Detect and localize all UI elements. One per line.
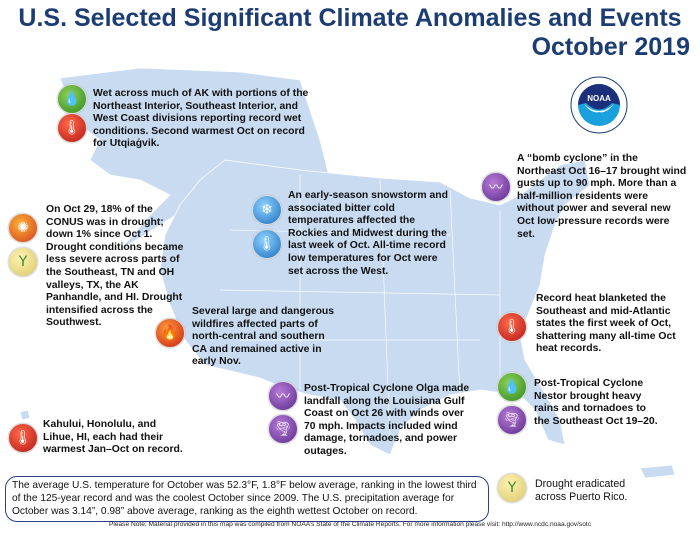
warm-icon: 🌡 (57, 113, 87, 143)
event-hawaii: Kahului, Honolulu, and Lihue, HI, each h… (43, 419, 183, 456)
storm-icon: 〰 (481, 172, 511, 202)
event-drought: On Oct 29, 18% of the CONUS was in droug… (46, 204, 184, 329)
noaa-logo: NOAA (570, 76, 628, 134)
event-alaska: Wet across much of AK with portions of t… (93, 88, 309, 150)
warm-icon: 🌡 (497, 312, 527, 342)
summary-box: The average U.S. temperature for October… (5, 476, 489, 522)
event-wildfires: Several large and dangerous wildfires af… (192, 306, 335, 368)
cold-icon: 🌡 (252, 229, 282, 259)
event-bomb-cyclone: A “bomb cyclone” in the Northeast Oct 16… (517, 153, 687, 240)
page-subtitle: October 2019 (531, 33, 690, 61)
wet-icon: 💧 (497, 372, 527, 402)
hawaii-shape (19, 409, 31, 421)
event-record-heat: Record heat blanketed the Southeast and … (536, 293, 676, 355)
drought-icon: ✺ (8, 213, 38, 243)
drought-improvement-icon: Y (497, 473, 527, 503)
storm-icon: 〰 (268, 381, 298, 411)
event-olga: Post-Tropical Cyclone Olga made landfall… (304, 383, 470, 457)
event-puerto-rico: Drought eradicated across Puerto Rico. (535, 478, 628, 503)
tornado-icon: 🌪 (268, 414, 298, 444)
snowflake-icon: ❄ (252, 195, 282, 225)
tornado-icon: 🌪 (497, 405, 527, 435)
page-title: U.S. Selected Significant Climate Anomal… (18, 4, 682, 32)
noaa-logo-text: NOAA (587, 94, 611, 103)
wet-icon: 💧 (57, 84, 87, 114)
puerto-rico-shape (639, 464, 676, 479)
warm-icon: 🌡 (8, 423, 38, 453)
drought-improvement-icon: Y (8, 247, 38, 277)
fire-icon: 🔥 (155, 318, 185, 348)
event-snowstorm: An early-season snowstorm and associated… (288, 190, 448, 277)
source-note: Please Note: Material provided in this m… (108, 521, 592, 528)
event-nestor: Post-Tropical Cyclone Nestor brought hea… (534, 378, 658, 427)
